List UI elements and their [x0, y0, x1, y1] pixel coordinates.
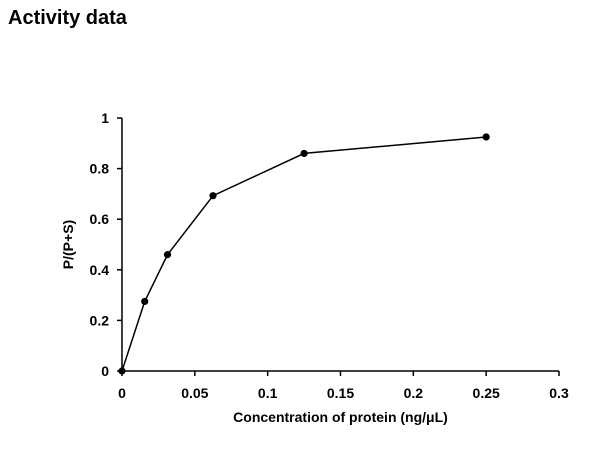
- data-point: [118, 367, 126, 375]
- data-point: [300, 149, 308, 158]
- data-point: [163, 251, 172, 259]
- chart-axes: [121, 118, 559, 372]
- y-tick-label: 0: [101, 363, 109, 379]
- x-axis-ticks: 0 0.05 0.1 0.15 0.2 0.25 0.3: [118, 371, 569, 401]
- series-line: [121, 136, 487, 372]
- y-axis-ticks: 0 0.2 0.4 0.6 0.8 1: [90, 110, 122, 379]
- y-axis-title: P/(P+S): [60, 220, 76, 269]
- x-tick-label: 0.25: [473, 385, 500, 401]
- x-tick-label: 0.15: [327, 385, 354, 401]
- x-tick-label: 0.05: [181, 385, 208, 401]
- plot-series: [118, 133, 490, 375]
- x-tick-label: 0.3: [549, 385, 569, 401]
- y-tick-label: 0.4: [90, 262, 110, 278]
- x-axis-title: Concentration of protein (ng/μL): [233, 409, 448, 425]
- x-tick-label: 0.2: [404, 385, 424, 401]
- y-tick-label: 0.2: [90, 312, 110, 328]
- data-point: [482, 133, 490, 141]
- data-point: [209, 192, 217, 200]
- page-title: Activity data: [8, 7, 127, 29]
- data-point: [141, 297, 149, 306]
- x-tick-label: 0.1: [258, 385, 278, 401]
- x-tick-label: 0: [118, 385, 126, 401]
- y-tick-label: 0.8: [90, 161, 110, 177]
- y-tick-label: 0.6: [90, 211, 110, 227]
- y-tick-label: 1: [101, 110, 109, 126]
